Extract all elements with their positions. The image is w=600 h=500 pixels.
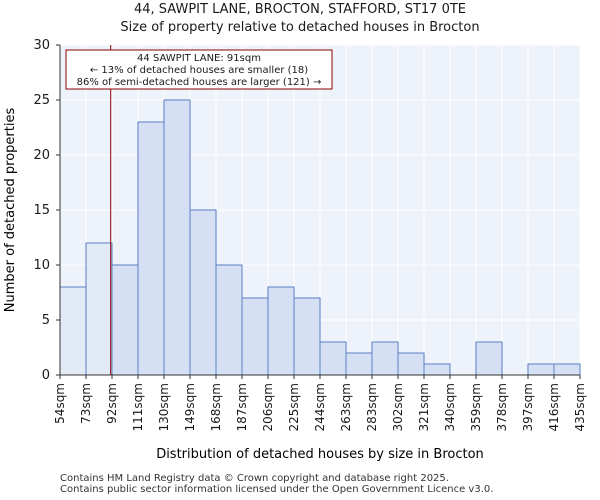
x-tick-label: 340sqm	[443, 383, 457, 431]
bar	[553, 363, 581, 376]
y-ticks-layer: 0 5 10 15 20 25 30	[33, 38, 60, 383]
footer-line-1: Contains HM Land Registry data © Crown c…	[60, 473, 449, 484]
x-tick-label: 263sqm	[339, 383, 353, 431]
annotation-box: 44 SAWPIT LANE: 91sqm ← 13% of detached …	[65, 49, 333, 90]
annotation-frame	[65, 49, 333, 90]
annotation-line-3: 86% of semi-detached houses are larger (…	[77, 77, 322, 88]
y-tick-label: 5	[42, 313, 50, 328]
x-tick-label: 244sqm	[313, 383, 327, 431]
x-tick-label: 397sqm	[521, 383, 535, 431]
annotation-line-1: 44 SAWPIT LANE: 91sqm	[137, 53, 261, 64]
y-tick-label: 0	[42, 368, 50, 383]
annotation-line-2: ← 13% of detached houses are smaller (18…	[90, 65, 308, 76]
x-tick-label: 111sqm	[131, 383, 145, 431]
bar	[397, 352, 425, 376]
y-tick-label: 20	[33, 148, 50, 163]
y-tick-label: 15	[33, 203, 50, 218]
bar	[85, 242, 113, 376]
bar	[423, 363, 451, 376]
x-tick-label: 149sqm	[183, 383, 197, 431]
x-tick-label: 416sqm	[547, 383, 561, 431]
x-tick-label: 54sqm	[53, 383, 67, 424]
x-tick-label: 130sqm	[157, 383, 171, 431]
bar	[215, 264, 243, 376]
bar	[163, 99, 191, 376]
x-tick-label: 168sqm	[209, 383, 223, 431]
bar	[345, 352, 373, 376]
bar	[241, 297, 269, 376]
x-tick-label: 435sqm	[573, 383, 587, 431]
x-tick-label: 378sqm	[495, 383, 509, 431]
chart-title: 44, SAWPIT LANE, BROCTON, STAFFORD, ST17…	[133, 2, 466, 17]
x-tick-label: 92sqm	[105, 383, 119, 424]
x-tick-label: 283sqm	[365, 383, 379, 431]
bar	[293, 297, 321, 376]
footer-line-2: Contains public sector information licen…	[60, 484, 494, 495]
bar	[267, 286, 295, 376]
x-axis-label: Distribution of detached houses by size …	[156, 447, 484, 462]
x-ticks-layer: 54sqm 73sqm 92sqm 111sqm 130sqm 149sqm 168sqm 1…	[53, 375, 587, 431]
bar	[189, 209, 217, 376]
bar	[59, 286, 87, 376]
bar	[319, 341, 347, 376]
bar	[371, 341, 399, 376]
x-tick-label: 321sqm	[417, 383, 431, 431]
x-tick-label: 359sqm	[469, 383, 483, 431]
bar	[137, 121, 165, 376]
y-tick-label: 30	[33, 38, 50, 53]
x-tick-label: 225sqm	[287, 383, 301, 431]
bar	[475, 341, 503, 376]
chart-subtitle: Size of property relative to detached ho…	[120, 20, 480, 35]
bar	[111, 264, 139, 376]
y-tick-label: 25	[33, 93, 50, 108]
bar	[527, 363, 555, 376]
y-tick-label: 10	[33, 258, 50, 273]
x-tick-label: 206sqm	[261, 383, 275, 431]
y-axis-label: Number of detached properties	[3, 108, 18, 313]
x-tick-label: 302sqm	[391, 383, 405, 431]
x-tick-label: 73sqm	[79, 383, 93, 424]
bars-layer	[59, 99, 581, 376]
x-tick-label: 187sqm	[235, 383, 249, 431]
